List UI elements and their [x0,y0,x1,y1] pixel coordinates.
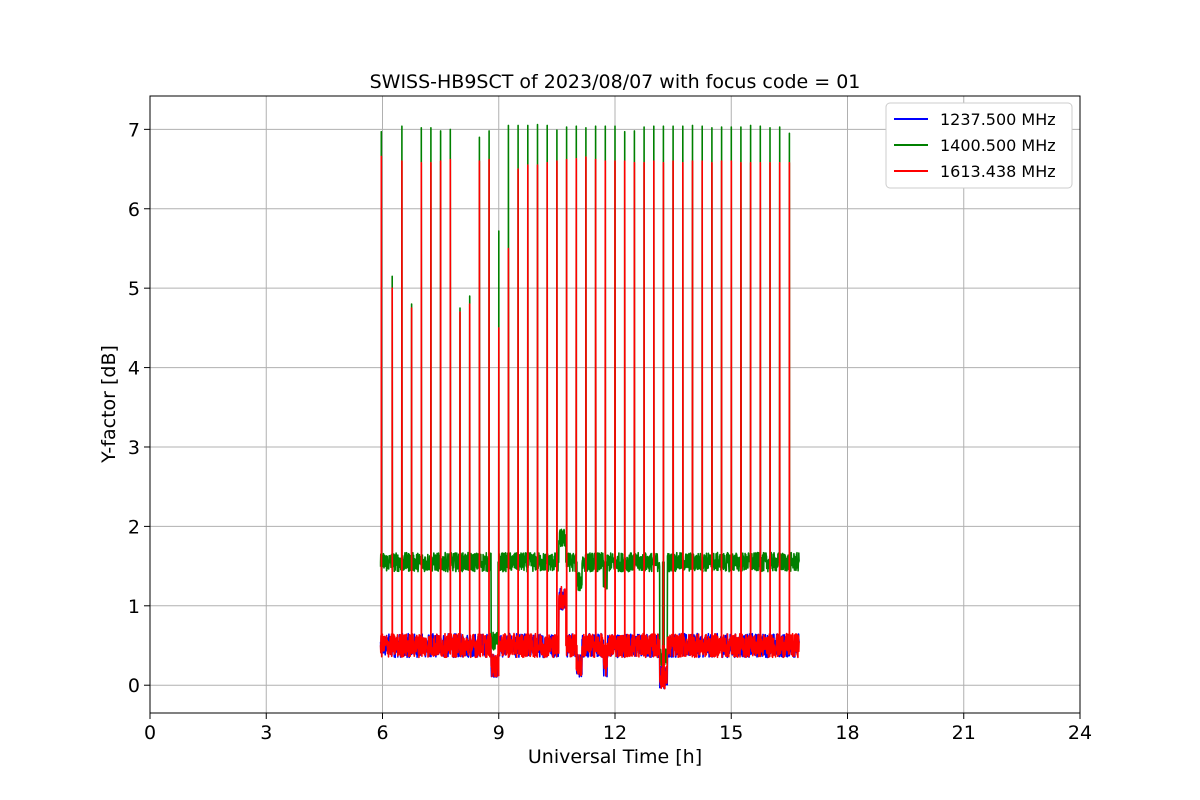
x-tick-label: 21 [952,722,976,744]
x-axis-label: Universal Time [h] [528,746,702,768]
y-tick-label: 4 [128,358,140,380]
x-tick-label: 0 [144,722,156,744]
legend-label-1: 1400.500 MHz [940,136,1056,155]
series-line-2 [379,155,800,690]
x-tick-label: 12 [603,722,627,744]
y-tick-label: 6 [128,199,140,221]
x-tick-label: 24 [1068,722,1092,744]
x-tick-label: 9 [493,722,505,744]
y-tick-label: 5 [128,278,140,300]
legend-label-2: 1613.438 MHz [940,162,1056,181]
x-tick-label: 18 [835,722,859,744]
plot-area [379,123,800,690]
legend-label-0: 1237.500 MHz [940,110,1056,129]
legend-box [885,102,1073,189]
x-tick-label: 3 [260,722,272,744]
y-tick-label: 3 [128,437,140,459]
y-tick-label: 7 [128,119,140,141]
chart-title: SWISS-HB9SCT of 2023/08/07 with focus co… [370,71,861,93]
x-tick-label: 15 [719,722,743,744]
y-tick-label: 1 [128,596,140,618]
x-tick-label: 6 [376,722,388,744]
y-axis-label: Y-factor [dB] [98,345,120,464]
y-tick-label: 0 [128,675,140,697]
y-tick-label: 2 [128,516,140,538]
y-axis: 0 1 2 3 4 5 6 7 [128,119,150,697]
legend: 1237.500 MHz 1400.500 MHz 1613.438 MHz [885,102,1073,189]
x-axis: 0 3 6 9 12 15 18 21 24 [144,713,1092,744]
